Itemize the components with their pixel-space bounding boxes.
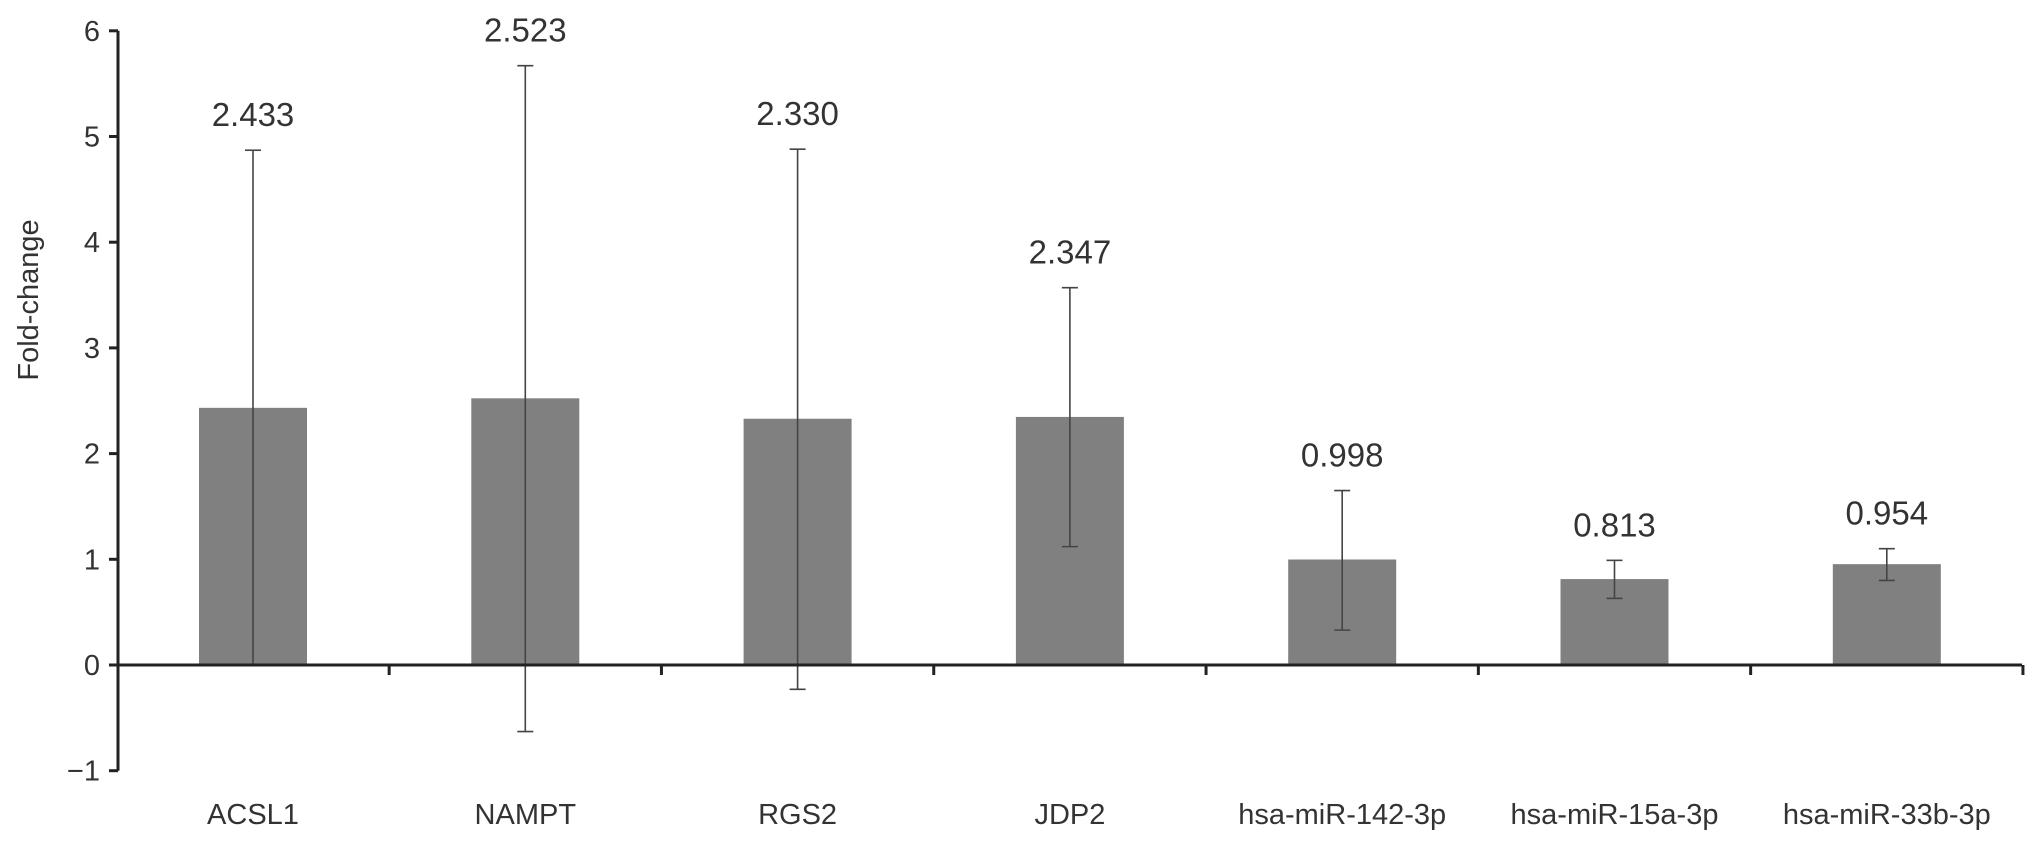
x-category-label: NAMPT	[475, 799, 577, 831]
y-tick-label: 1	[84, 544, 100, 576]
data-value-label: 0.954	[1846, 495, 1929, 532]
data-value-label: 0.998	[1301, 437, 1384, 474]
error-bar	[789, 148, 806, 691]
error-bar	[1061, 286, 1078, 548]
x-category-label: hsa-miR-142-3p	[1238, 799, 1446, 831]
error-bar	[517, 64, 534, 733]
data-value-label: 2.347	[1029, 234, 1112, 271]
error-bar	[1334, 489, 1351, 631]
data-value-label: 2.523	[484, 12, 567, 49]
x-category-label: RGS2	[758, 799, 837, 831]
x-category-label: ACSL1	[207, 799, 299, 831]
y-tick-label: 5	[84, 122, 100, 154]
y-tick-label: 4	[84, 227, 100, 259]
y-tick-label: 0	[84, 650, 100, 682]
error-bar	[1606, 559, 1623, 600]
data-value-label: 2.330	[756, 95, 839, 132]
x-category-label: hsa-miR-33b-3p	[1783, 799, 1991, 831]
data-value-label: 0.813	[1573, 506, 1656, 543]
x-category-label: JDP2	[1034, 799, 1105, 831]
y-axis-title: Fold-change	[13, 219, 45, 380]
y-tick-label: −1	[67, 756, 100, 788]
y-tick-label: 3	[84, 333, 100, 365]
y-tick-label: 6	[84, 16, 100, 48]
y-tick-label: 2	[84, 439, 100, 471]
x-category-label: hsa-miR-15a-3p	[1511, 799, 1719, 831]
data-value-label: 2.433	[212, 96, 295, 133]
error-bar	[1878, 547, 1895, 582]
